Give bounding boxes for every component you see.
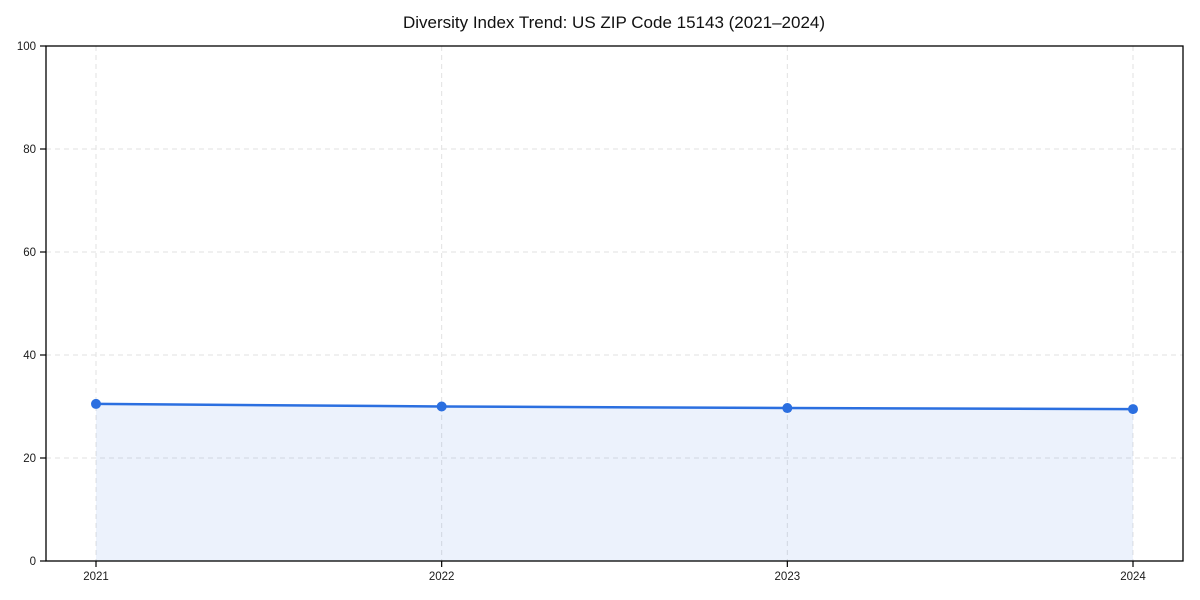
x-tick-label: 2024 bbox=[1120, 571, 1146, 583]
plot-border bbox=[45, 45, 1184, 562]
data-point-marker bbox=[436, 401, 447, 412]
x-axis-tick-labels: 2021 2022 2023 2024 bbox=[83, 571, 1146, 583]
data-point-marker bbox=[1128, 404, 1138, 415]
y-tick-label: 40 bbox=[23, 350, 36, 362]
y-axis-tick-labels: 0 20 40 60 80 100 bbox=[17, 41, 36, 568]
y-tick-label: 60 bbox=[23, 247, 36, 259]
y-tick-label: 0 bbox=[30, 556, 36, 568]
data-point-markers bbox=[91, 398, 1138, 415]
y-tick-label: 100 bbox=[17, 41, 36, 53]
x-tick-label: 2021 bbox=[83, 571, 109, 583]
data-point-marker bbox=[782, 403, 793, 414]
x-tick-label: 2022 bbox=[429, 571, 455, 583]
chart-title: Diversity Index Trend: US ZIP Code 15143… bbox=[403, 13, 825, 32]
series-line-path bbox=[94, 402, 1135, 411]
data-point-marker bbox=[91, 398, 101, 409]
y-tick-label: 20 bbox=[23, 453, 36, 465]
area-fill-path bbox=[96, 403, 1133, 561]
x-tick-label: 2023 bbox=[775, 571, 801, 583]
y-tick-label: 80 bbox=[23, 144, 36, 156]
area-fill bbox=[96, 403, 1133, 561]
axis-ticks bbox=[40, 45, 1134, 567]
gridlines bbox=[46, 46, 1183, 561]
series-line bbox=[94, 402, 1135, 411]
